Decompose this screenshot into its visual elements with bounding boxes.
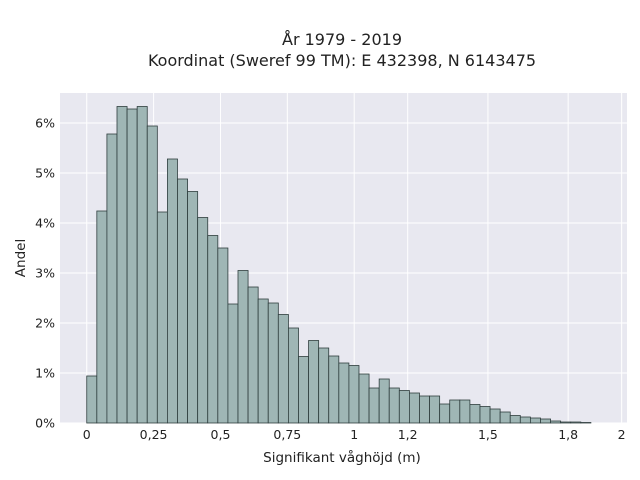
histogram-bar [529,417,541,424]
y-axis-ticks: 0% 1% 2% 3% 4% 5% 6% [35,116,55,431]
x-axis-ticks: 0 0,25 0,5 0,75 1 1,2 1,5 1,8 2 [83,427,626,442]
histogram-bar [96,210,108,424]
y-tick-label: 0% [35,416,55,431]
histogram-bar [580,422,592,424]
histogram-bar [398,390,410,424]
x-tick-label: 0 [83,427,91,442]
bars [86,106,592,424]
histogram-bar [116,106,128,424]
chart-title-line-1: År 1979 - 2019 [282,30,402,49]
x-tick-label: 0,25 [140,427,168,442]
histogram-bar [197,217,209,424]
histogram-bar [106,133,118,424]
x-tick-label: 0,75 [273,427,301,442]
histogram-bar [298,356,309,424]
histogram-bar [338,362,350,424]
histogram-bar [378,378,390,424]
histogram-bar [126,108,138,424]
histogram-bar [156,211,168,424]
histogram-bar [328,355,340,424]
x-tick-label: 1,5 [478,427,498,442]
histogram-bar [570,421,582,424]
histogram-bar [227,303,239,424]
histogram-bar [86,375,98,424]
histogram-bar [550,420,562,424]
histogram-bar [429,395,441,424]
histogram-bar [177,178,188,424]
y-tick-label: 3% [35,266,55,281]
histogram-bar [267,302,279,424]
histogram-bar [469,404,481,424]
x-tick-label: 2 [618,427,626,442]
y-tick-label: 6% [35,116,55,131]
histogram-bar [247,286,259,424]
histogram-bar [459,399,471,424]
histogram-bar [449,399,461,424]
histogram-bar [409,392,420,424]
histogram-bar [277,314,289,424]
histogram-bar [540,418,551,424]
x-tick-label: 1 [350,427,358,442]
histogram-bar [368,387,380,424]
x-tick-label: 0,5 [211,427,231,442]
histogram-bar [146,125,158,424]
histogram-bar [318,347,330,424]
histogram-bar [439,403,451,424]
x-axis-label: Signifikant våghöjd (m) [263,449,421,466]
histogram-bar [187,191,199,424]
x-tick-label: 1,8 [558,427,578,442]
histogram-bar [489,408,501,424]
histogram-bar [509,415,521,424]
histogram-bar [348,365,360,424]
histogram-bar [237,270,249,424]
histogram-bar [257,298,269,424]
y-tick-label: 2% [35,316,55,331]
y-tick-label: 5% [35,166,55,181]
histogram-bar [308,340,320,424]
histogram-bar [479,406,491,424]
histogram-bar [358,373,370,424]
histogram-bar [207,235,219,424]
histogram-bar [419,395,430,424]
histogram-bar [519,416,531,424]
y-tick-label: 1% [35,366,55,381]
y-tick-label: 4% [35,216,55,231]
histogram-bar [136,106,148,424]
histogram-bar [288,327,299,424]
histogram-bar [499,411,511,424]
histogram-bar [217,247,229,424]
x-tick-label: 1,2 [398,427,418,442]
histogram-bar [388,387,400,424]
histogram-bar [560,421,572,424]
y-axis-label: Andel [13,239,29,277]
chart-title-line-2: Koordinat (Sweref 99 TM): E 432398, N 61… [148,51,536,70]
histogram-bar [167,158,178,424]
